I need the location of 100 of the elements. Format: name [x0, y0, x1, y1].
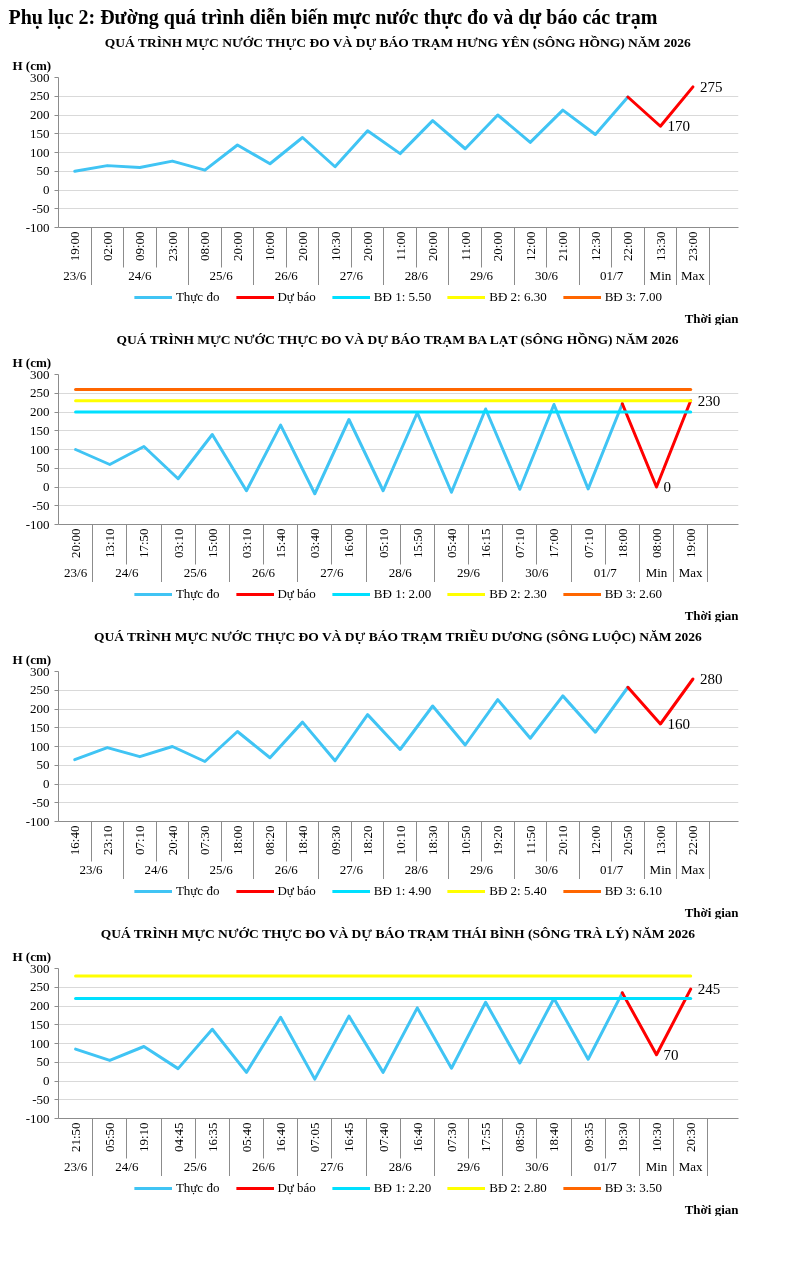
y-tick-label: 200 [30, 701, 50, 716]
chart-title: QUÁ TRÌNH MỰC NƯỚC THỰC ĐO VÀ DỰ BÁO TRẠM THÁI BÌNH (SÔNG TRÀ LÝ) NĂM 2026 [100, 925, 696, 941]
category-label: 13:30 [652, 231, 668, 262]
y-tick-label: -50 [32, 1091, 50, 1107]
legend-label: BĐ 3: 6.10 [604, 883, 663, 899]
category-label: 16:00 [341, 528, 357, 559]
category-label: 12:30 [587, 231, 603, 262]
category-label: 24/6 [115, 1158, 139, 1174]
y-tick-label: 150 [30, 719, 50, 735]
category-label: 23:10 [99, 825, 115, 856]
category-label: 28/6 [404, 267, 428, 283]
legend-label: BĐ 2: 6.30 [489, 289, 547, 305]
category-label: 23:00 [685, 231, 701, 262]
y-tick-label: 50 [36, 163, 50, 179]
category-label: 07:05 [307, 1122, 323, 1153]
data-label: 160 [667, 716, 690, 732]
category-label: 03:10 [170, 528, 186, 559]
category-label: 20:00 [360, 231, 376, 262]
category-label: 07:10 [512, 528, 528, 559]
category-label: 11:00 [392, 231, 408, 261]
category-label: 20:50 [620, 825, 636, 856]
y-tick-label: -100 [25, 1110, 50, 1126]
category-label: 26/6 [274, 267, 298, 283]
category-label: 18:20 [360, 825, 376, 856]
legend-label: BĐ 1: 2.00 [373, 586, 432, 602]
y-tick-label: 250 [30, 682, 50, 698]
category-label: Max [678, 564, 703, 580]
data-label: 0 [663, 479, 671, 495]
y-tick-label: 50 [36, 1054, 50, 1070]
data-label: 70 [663, 1046, 679, 1063]
category-label: 17:55 [478, 1122, 494, 1153]
chart-title: QUÁ TRÌNH MỰC NƯỚC THỰC ĐO VÀ DỰ BÁO TRẠM BA LẠT (SÔNG HỒNG) NĂM 2026 [116, 331, 679, 347]
line-series [73, 685, 630, 763]
category-label: 15:40 [273, 528, 289, 559]
category-label: 07:30 [197, 825, 213, 856]
category-label: 09:35 [580, 1122, 596, 1153]
legend-label: BĐ 2: 5.40 [489, 883, 547, 899]
legend-label: Thực đo [175, 586, 220, 602]
y-tick-label: -100 [25, 219, 50, 235]
category-label: 22:00 [620, 231, 636, 262]
legend-label: BĐ 1: 2.20 [373, 1180, 432, 1196]
category-label: 07:40 [375, 1122, 391, 1153]
y-tick-label: 0 [43, 479, 50, 494]
y-tick-label: -100 [25, 813, 50, 829]
category-label: 20:00 [490, 231, 506, 262]
legend-label: Dự báo [277, 586, 316, 602]
category-label: 29/6 [456, 1158, 481, 1174]
category-label: 08:20 [262, 825, 278, 856]
y-tick-label: -50 [32, 200, 50, 216]
category-label: 08:00 [648, 528, 664, 559]
category-label: 10:30 [648, 1122, 664, 1153]
y-tick-label: 50 [36, 460, 50, 476]
category-label: 16:35 [204, 1122, 220, 1153]
category-label: 16:45 [341, 1122, 357, 1153]
category-label: 16:15 [478, 528, 494, 559]
chart-title: QUÁ TRÌNH MỰC NƯỚC THỰC ĐO VÀ DỰ BÁO TRẠM HƯNG YÊN (SÔNG HỒNG) NĂM 2026 [104, 34, 691, 50]
y-tick-label: -50 [32, 497, 50, 513]
category-label: 19:10 [136, 1122, 152, 1153]
category-label: Min [649, 267, 672, 283]
category-label: 23/6 [79, 861, 103, 877]
category-label: 20:30 [683, 1122, 699, 1153]
category-label: 09:30 [327, 825, 343, 856]
category-label: 18:00 [229, 825, 245, 856]
legend-label: BĐ 2: 2.30 [489, 586, 547, 602]
data-label: 280 [699, 671, 723, 687]
category-label: 27/6 [339, 861, 363, 877]
category-label: 25/6 [183, 564, 207, 580]
category-label: 02:00 [99, 231, 115, 262]
category-label: 05:40 [443, 528, 459, 559]
category-label: Min [645, 1158, 668, 1174]
category-label: 30/6 [525, 564, 549, 580]
category-label: 18:30 [425, 825, 441, 856]
category-label: 05:10 [375, 528, 391, 559]
category-label: 16:40 [67, 825, 83, 856]
category-label: 26/6 [251, 564, 276, 580]
category-label: 27/6 [339, 267, 363, 283]
x-axis-title: Thời gian [684, 607, 740, 623]
legend-label: BĐ 3: 7.00 [604, 289, 663, 305]
y-tick-label: 0 [43, 182, 50, 197]
category-label: 11:00 [457, 231, 473, 261]
category-label: 01/7 [600, 861, 624, 877]
category-label: 20:00 [68, 528, 84, 559]
category-label: 18:40 [295, 825, 311, 856]
category-label: 01/7 [593, 1158, 617, 1174]
category-label: 15:50 [409, 528, 425, 559]
y-tick-label: 100 [30, 738, 50, 754]
legend-label: BĐ 1: 5.50 [373, 289, 432, 305]
category-label: 08:50 [512, 1122, 528, 1153]
x-axis-title: Thời gian [684, 904, 740, 920]
category-label: Min [649, 861, 672, 877]
data-label: 230 [697, 392, 721, 409]
legend-label: Dự báo [277, 1180, 316, 1196]
category-label: 29/6 [456, 564, 481, 580]
legend-label: Thực đo [175, 1180, 220, 1196]
category-label: 20:00 [295, 231, 311, 262]
category-label: 12:00 [587, 825, 603, 856]
category-label: 23/6 [64, 564, 88, 580]
y-tick-label: 100 [30, 1035, 50, 1051]
legend-label: BĐ 3: 2.60 [604, 586, 663, 602]
category-label: 23/6 [64, 1158, 88, 1174]
